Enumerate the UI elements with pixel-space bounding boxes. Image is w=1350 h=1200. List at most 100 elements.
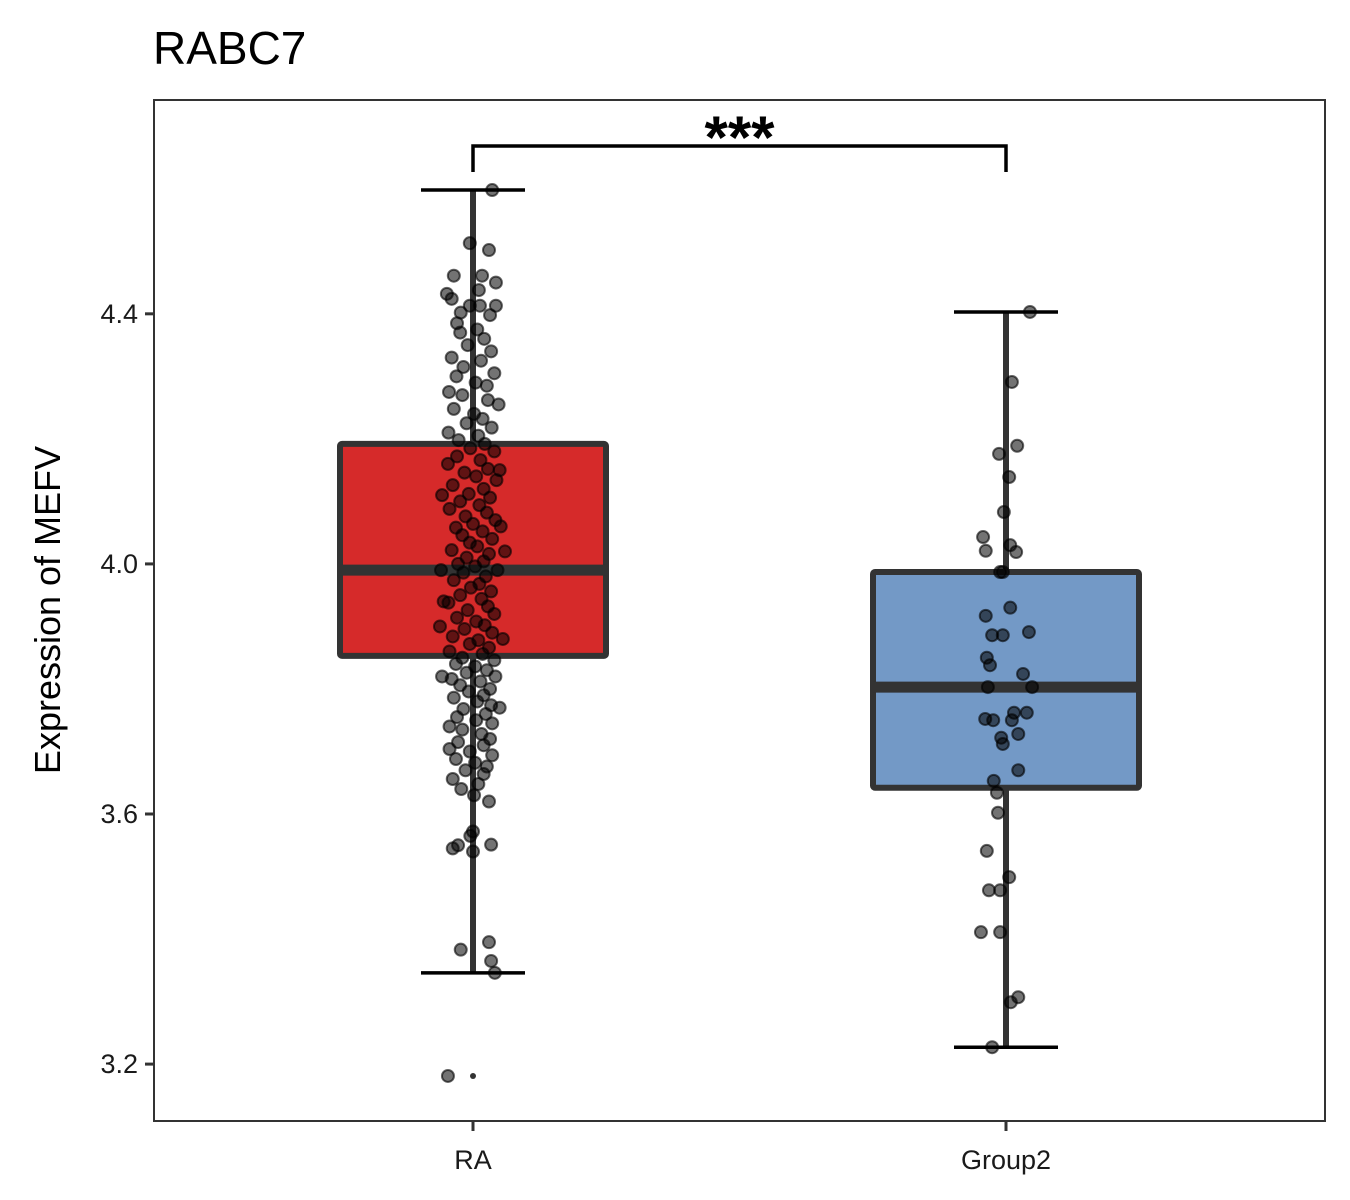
data-point-group2 (993, 883, 1008, 898)
data-point-ra (484, 837, 499, 852)
data-point-ra (485, 716, 500, 731)
data-point-ra (444, 543, 459, 558)
data-point-ra (454, 782, 469, 797)
data-point-ra (446, 573, 461, 588)
data-point-group2 (976, 530, 991, 545)
data-point-group2 (1009, 545, 1024, 560)
data-point-group2 (1016, 666, 1031, 681)
data-point-group2 (1004, 713, 1019, 728)
data-point-ra (466, 516, 480, 531)
data-point-ra (444, 291, 459, 306)
data-point-group2 (1019, 705, 1034, 720)
data-point-ra (473, 674, 488, 689)
data-point-ra (440, 1068, 455, 1083)
data-point-ra (462, 236, 477, 251)
data-point-group2 (1011, 763, 1026, 778)
data-point-group2 (980, 680, 995, 695)
data-point-group2 (991, 805, 1006, 820)
data-point-ra (487, 965, 502, 980)
data-point-ra (475, 646, 490, 661)
data-point-group2 (986, 713, 1001, 728)
data-point-group2 (989, 785, 1004, 800)
data-point-ra (432, 619, 447, 634)
data-point-ra (448, 656, 463, 671)
data-point-ra (442, 501, 457, 516)
data-point-ra (453, 942, 468, 957)
data-point-ra (440, 456, 455, 471)
data-point-ra (473, 353, 488, 368)
data-point-group2 (973, 925, 988, 940)
data-point-group2 (1025, 680, 1040, 695)
data-point-ra (449, 369, 464, 384)
data-point-ra (487, 653, 502, 668)
data-point-ra (473, 453, 488, 468)
data-point-ra (487, 366, 502, 381)
data-point-ra (469, 469, 484, 484)
data-point-ra (491, 397, 506, 412)
data-point-ra (475, 268, 490, 283)
data-point-ra (450, 610, 465, 625)
data-point-group2 (996, 505, 1011, 520)
data-point-group2 (1003, 600, 1018, 615)
data-point-group2 (979, 843, 994, 858)
data-point-ra (462, 636, 477, 651)
points-layer (432, 183, 1040, 1083)
data-point-ra (477, 436, 492, 451)
data-point-ra (459, 665, 474, 680)
data-point-ra (446, 690, 461, 705)
data-point-group2 (1021, 625, 1036, 640)
data-point-ra (445, 841, 460, 856)
data-point-ra (485, 748, 500, 763)
data-point-group2 (978, 608, 993, 623)
box-group2 (870, 310, 1142, 1049)
data-point-ra (479, 505, 494, 520)
data-point-ra (475, 524, 490, 539)
data-point-ra (495, 631, 510, 646)
data-point-ra (469, 713, 484, 728)
chart-title: RABC7 (153, 22, 306, 74)
data-point-ra (484, 584, 499, 599)
data-point-ra (490, 563, 505, 578)
data-point-ra (487, 606, 502, 621)
data-point-ra (485, 531, 500, 546)
data-point-ra (483, 490, 498, 505)
data-point-ra (470, 694, 485, 709)
y-axis-label: Expression of MEFV (27, 446, 68, 774)
data-point-ra (485, 183, 500, 198)
data-point-ra (468, 375, 483, 390)
data-point-ra (455, 722, 470, 737)
data-point-ra (436, 594, 451, 609)
data-point-ra (484, 420, 499, 435)
data-point-ra (481, 794, 496, 809)
data-point-ra (476, 738, 491, 753)
data-point-ra (463, 580, 478, 595)
y-tick-label: 4.0 (100, 549, 138, 579)
y-tick-label: 3.6 (100, 799, 138, 829)
data-point-ra (442, 719, 457, 734)
data-point-ra (488, 669, 503, 684)
data-point-ra (475, 411, 490, 426)
data-point-ra (484, 953, 499, 968)
data-point-group2 (993, 925, 1008, 940)
data-point-group2 (993, 565, 1008, 580)
x-tick-label-ra: RA (454, 1145, 492, 1175)
data-point-ra (445, 478, 460, 493)
outlier-point (470, 1072, 476, 1079)
data-point-ra (446, 268, 461, 283)
data-point-ra (463, 441, 478, 456)
data-point-ra (453, 588, 468, 603)
data-point-ra (483, 308, 498, 323)
data-point-ra (455, 388, 470, 403)
data-point-group2 (1022, 304, 1037, 319)
data-point-group2 (1004, 374, 1019, 389)
data-point-ra (460, 338, 475, 353)
plot-panel-border (153, 99, 1326, 1122)
data-point-group2 (995, 736, 1010, 751)
data-point-ra (460, 603, 475, 618)
data-point-ra (435, 669, 450, 684)
data-point-ra (466, 844, 480, 859)
data-point-ra (480, 461, 495, 476)
y-axis: 3.2 3.6 4.0 4.4 (100, 299, 154, 1079)
data-point-ra (441, 425, 456, 440)
data-point-ra (445, 771, 460, 786)
